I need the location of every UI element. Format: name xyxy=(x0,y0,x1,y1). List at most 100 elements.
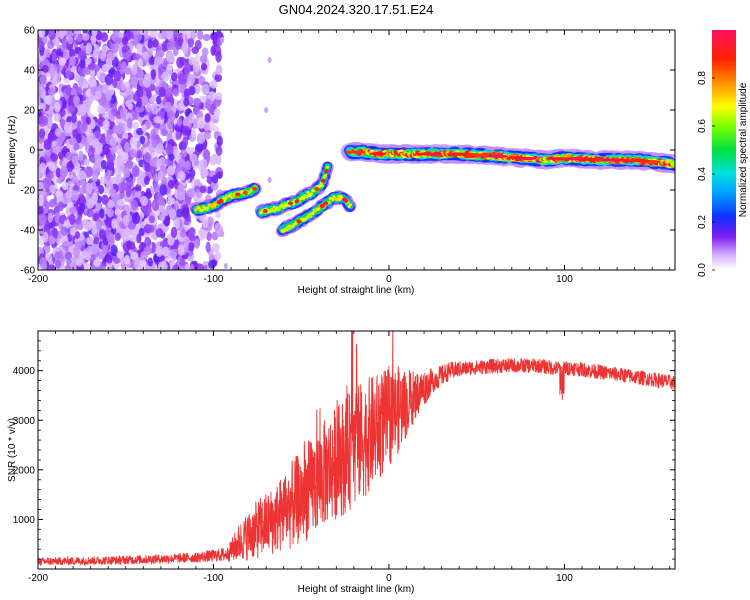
noise-blob xyxy=(42,35,48,44)
noise-blob xyxy=(74,231,81,240)
noise-blob xyxy=(46,115,53,127)
noise-blob xyxy=(54,251,62,259)
noise-blob xyxy=(94,146,103,155)
noise-blob xyxy=(38,30,46,38)
noise-blob xyxy=(151,102,158,115)
noise-blob xyxy=(47,88,57,96)
noise-blob xyxy=(114,232,121,242)
noise-blob xyxy=(147,39,153,49)
spectrogram-xlabel: Height of straight line (km) xyxy=(298,285,415,296)
noise-blob xyxy=(213,108,221,117)
noise-blob xyxy=(209,80,218,89)
noise-blob xyxy=(81,32,90,41)
noise-blob xyxy=(120,107,126,120)
noise-blob xyxy=(79,59,86,69)
noise-blob xyxy=(63,265,72,270)
noise-blob xyxy=(210,45,216,56)
noise-blob xyxy=(107,199,115,209)
noise-blob xyxy=(170,248,176,258)
signal-mark xyxy=(292,202,296,206)
noise-blob xyxy=(184,160,192,171)
noise-blob xyxy=(111,104,118,117)
noise-blob xyxy=(114,37,122,45)
signal-peak xyxy=(251,186,257,191)
snr-xtick-label: -200 xyxy=(28,573,48,584)
noise-blob xyxy=(60,226,69,236)
noise-blob xyxy=(133,257,141,270)
noise-blob xyxy=(102,119,110,130)
noise-blob xyxy=(50,152,59,162)
noise-blob xyxy=(47,132,55,142)
noise-blob xyxy=(47,212,54,224)
noise-blob xyxy=(105,170,112,181)
noise-blob xyxy=(183,88,191,97)
signal-peak xyxy=(549,157,568,161)
noise-blob xyxy=(92,140,99,148)
noise-blob xyxy=(166,30,174,39)
noise-blob xyxy=(165,87,173,95)
noise-blob xyxy=(166,63,174,71)
noise-blob xyxy=(65,190,74,199)
noise-blob xyxy=(188,241,195,252)
spectrogram-xtick-label: -100 xyxy=(203,274,223,285)
colorbar-tick-label: 0.8 xyxy=(697,71,708,85)
signal-peak xyxy=(370,152,386,156)
snr-xtick-label: 0 xyxy=(386,573,392,584)
noise-blob xyxy=(197,30,204,40)
noise-blob xyxy=(90,243,99,255)
noise-blob xyxy=(220,231,225,237)
noise-blob xyxy=(39,102,46,111)
noise-blob xyxy=(121,61,127,73)
noise-blob xyxy=(52,145,61,154)
noise-blob xyxy=(73,95,80,106)
noise-blob xyxy=(86,199,95,209)
noise-blob xyxy=(82,79,89,89)
noise-blob xyxy=(106,159,115,171)
noise-blob xyxy=(109,137,116,147)
colorbar-gradient xyxy=(712,30,736,270)
noise-blob xyxy=(87,76,97,87)
noise-blob xyxy=(95,203,102,212)
noise-blob xyxy=(38,213,47,225)
noise-blob xyxy=(83,158,90,166)
noise-blob xyxy=(98,184,105,195)
noise-blob xyxy=(138,30,147,35)
noise-blob xyxy=(78,186,87,195)
noise-blob xyxy=(158,63,164,75)
noise-blob xyxy=(212,243,220,253)
noise-blob xyxy=(182,43,189,54)
noise-blob xyxy=(40,74,47,86)
noise-blob xyxy=(143,175,150,186)
noise-blob xyxy=(166,52,174,63)
noise-blob xyxy=(215,50,222,63)
noise-blob xyxy=(46,107,55,117)
noise-blob xyxy=(178,72,187,85)
noise-blob xyxy=(161,71,170,82)
noise-blob xyxy=(127,241,136,250)
spectrogram-xtick-label: 0 xyxy=(386,274,392,285)
noise-blob xyxy=(86,237,94,245)
noise-blob xyxy=(215,146,223,156)
noise-blob xyxy=(38,41,45,51)
colorbar-tick-label: 0.0 xyxy=(697,263,708,277)
noise-blob xyxy=(202,216,209,229)
noise-blob xyxy=(79,105,87,117)
figure-title: GN04.2024.320.17.51.E24 xyxy=(279,2,434,17)
noise-blob xyxy=(155,245,164,257)
noise-blob xyxy=(67,35,74,45)
noise-blob xyxy=(181,207,190,219)
noise-blob xyxy=(172,264,180,270)
noise-blob xyxy=(189,153,198,163)
noise-blob xyxy=(38,94,41,107)
spectrogram-ytick-label: -40 xyxy=(21,226,36,237)
noise-blob xyxy=(85,182,93,195)
signal-peak xyxy=(262,209,268,213)
noise-blob xyxy=(159,184,168,196)
noise-blob xyxy=(105,255,113,264)
noise-blob xyxy=(148,215,155,223)
noise-blob xyxy=(39,162,47,174)
snr-xtick-label: 100 xyxy=(556,573,573,584)
noise-blob xyxy=(48,30,57,40)
noise-blob xyxy=(162,246,170,257)
